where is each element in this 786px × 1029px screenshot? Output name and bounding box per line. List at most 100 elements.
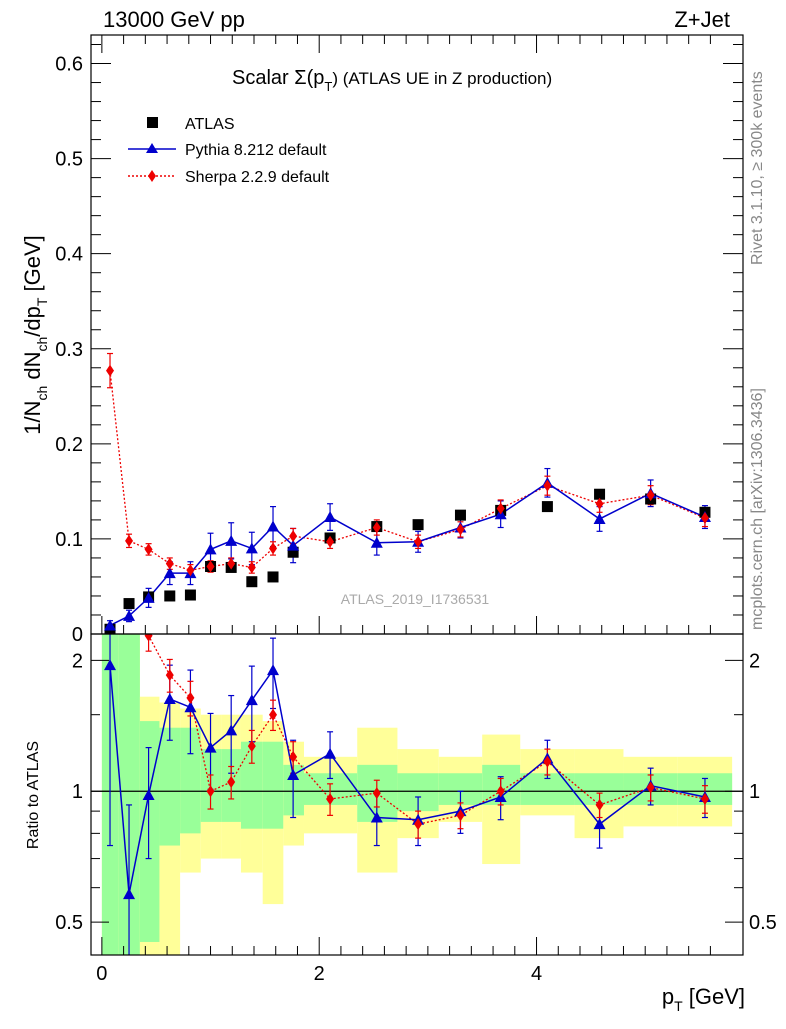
atlas-point — [454, 509, 466, 521]
atlas-point — [123, 598, 135, 610]
sherpa-point — [206, 560, 215, 573]
sherpa-point — [372, 521, 381, 534]
main-ytick-label: 0.5 — [55, 149, 83, 171]
x-axis-label: pT [GeV] — [662, 984, 745, 1014]
ratio-ytick-label: 1 — [72, 781, 83, 803]
sherpa-point — [326, 535, 335, 548]
atlas-point — [541, 501, 553, 513]
main-ytick-label: 0.2 — [55, 434, 83, 456]
sherpa-point — [456, 523, 465, 536]
ratio-band-inner — [262, 741, 284, 829]
ratio-ytick-label-right: 0.5 — [749, 912, 777, 934]
main-ylabel: 1/Nch dNch/dpT [GeV] — [20, 235, 50, 435]
ratio-ylabel: Ratio to ATLAS — [25, 741, 42, 849]
sherpa-point — [227, 557, 236, 570]
sherpa-point — [186, 564, 195, 577]
atlas-point — [287, 546, 299, 558]
pythia-point — [163, 567, 176, 579]
ratio-sherpa-point — [247, 740, 256, 753]
atlas-point — [412, 519, 424, 531]
ratio-pythia-point — [123, 888, 136, 900]
ratio-pythia-point — [593, 818, 606, 830]
pythia-point — [104, 619, 117, 631]
ratio-sherpa-point — [269, 708, 278, 721]
ratio-frame — [90, 633, 744, 956]
legend-pythia-label: Pythia 8.212 default — [185, 142, 327, 159]
ratio-sherpa-point — [326, 792, 335, 805]
ratio-sherpa-point — [144, 634, 153, 642]
main-ytick-label: 0 — [72, 624, 83, 646]
watermark-label: ATLAS_2019_I1736531 — [341, 591, 490, 607]
ratio-pythia-point — [267, 664, 280, 676]
ratio-pythia-point — [104, 659, 117, 671]
sherpa-point — [165, 557, 174, 570]
ratio-sherpa-point — [646, 781, 655, 794]
ratio-band-inner — [180, 727, 201, 834]
sherpa-point — [125, 534, 134, 547]
main-ytick-label: 0.1 — [55, 529, 83, 551]
sherpa-point — [646, 489, 655, 502]
ratio-xtick-label: 4 — [531, 963, 542, 985]
main-ytick-label: 0.3 — [55, 339, 83, 361]
ratio-sherpa-point — [595, 798, 604, 811]
ratio-xtick-label: 0 — [96, 963, 107, 985]
sherpa-point — [414, 535, 423, 548]
ratio-sherpa-point — [125, 574, 133, 586]
ratio-sherpa-point — [186, 691, 195, 704]
rivet-label: Rivet 3.1.10, ≥ 300k events — [749, 71, 766, 265]
legend-sherpa-marker — [148, 170, 156, 182]
atlas-point — [267, 571, 279, 583]
legend-sherpa-label: Sherpa 2.2.9 default — [185, 169, 330, 186]
ratio-ytick-label-right: 2 — [749, 650, 760, 672]
ratio-pythia-point — [370, 811, 383, 823]
ratio-pythia-point — [225, 724, 238, 736]
ratio-sherpa-point — [289, 750, 298, 763]
sherpa-point — [269, 542, 278, 555]
ratio-sherpa-point — [456, 809, 465, 822]
ratio-pythia-point — [324, 747, 337, 759]
ratio-sherpa-point — [543, 755, 552, 768]
atlas-point — [164, 590, 176, 602]
pythia-point — [593, 512, 606, 524]
legend-pythia-marker — [146, 143, 158, 153]
ratio-sherpa-point — [165, 669, 174, 682]
ratio-pythia-point — [245, 694, 258, 706]
sherpa-line — [109, 370, 706, 571]
ratio-band-inner — [240, 741, 263, 829]
header-left-label: 13000 GeV pp — [103, 7, 245, 32]
sherpa-point — [496, 502, 505, 515]
ratio-band-inner — [159, 727, 181, 846]
pythia-point — [287, 539, 300, 551]
mcplots-label: mcplots.cern.ch [arXiv:1306.3436] — [749, 388, 766, 630]
ratio-xtick-label: 2 — [314, 963, 325, 985]
atlas-point — [594, 488, 606, 500]
main-ytick-label: 0.4 — [55, 244, 83, 266]
pythia-point — [324, 511, 337, 523]
ratio-pythia-point — [163, 693, 176, 705]
atlas-point — [246, 576, 258, 588]
pythia-point — [245, 542, 258, 554]
ratio-sherpa-point — [496, 785, 505, 798]
main-ytick-label: 0.6 — [55, 54, 83, 76]
sherpa-point — [144, 543, 153, 556]
ratio-bands-layer — [91, 634, 743, 955]
pythia-point — [123, 609, 136, 621]
ratio-pythia-point — [204, 741, 217, 753]
main-title: Scalar Σ(pT) (ATLAS UE in Z production) — [232, 67, 552, 94]
ratio-sherpa-point — [414, 818, 423, 831]
ratio-ytick-label-right: 1 — [749, 781, 760, 803]
pythia-point — [370, 536, 383, 548]
sherpa-point — [106, 364, 115, 377]
ratio-data-layer — [104, 574, 711, 955]
ratio-ytick-label: 0.5 — [55, 912, 83, 934]
sherpa-point — [247, 561, 256, 574]
sherpa-point — [289, 530, 298, 543]
pythia-point — [225, 534, 238, 546]
pythia-point — [204, 543, 217, 555]
ratio-ytick-label: 2 — [72, 650, 83, 672]
sherpa-point — [543, 479, 552, 492]
header-right-label: Z+Jet — [674, 7, 730, 32]
legend-atlas-marker — [147, 117, 158, 128]
legend: ATLAS Pythia 8.212 default Sherpa 2.2.9 … — [128, 116, 330, 186]
